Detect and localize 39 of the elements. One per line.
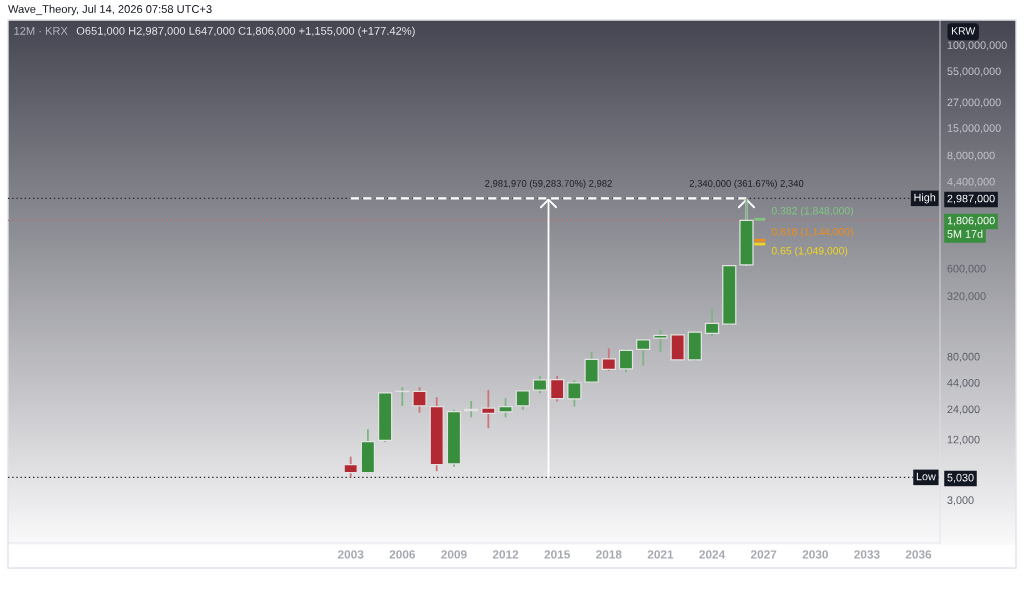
x-tick-label: 2030	[802, 550, 828, 559]
y-tick-label: 15,000,000	[947, 124, 1001, 134]
chart-title: 12M · KRX	[14, 26, 68, 35]
ref-line-label: High	[914, 193, 936, 204]
y-tick-label: 12,000	[947, 435, 980, 445]
x-tick-label: 2012	[492, 550, 519, 559]
y-tick-label: 24,000	[947, 405, 980, 415]
x-tick-label: 2003	[337, 550, 364, 559]
y-tick-label: 100,000,000	[947, 41, 1007, 51]
ref-line-label: 0.65 (1,049,000)	[771, 246, 848, 257]
x-tick-label: 2006	[389, 550, 416, 559]
y-tick-label: 55,000,000	[947, 67, 1001, 77]
ref-line-label: Low	[916, 472, 936, 481]
text: Wave_Theory, Jul 14, 2026 07:58 UTC+3	[8, 4, 212, 16]
y-axis-title: KRW	[951, 27, 976, 35]
ref-line-label: 0.618 (1,144,000)	[771, 227, 853, 238]
ref-line-label: 5M 17d	[947, 229, 983, 238]
annotation: 2,340,000 (361.67%) 2,340	[689, 179, 804, 189]
x-tick-label: 2033	[854, 550, 880, 559]
y-tick-label: 80,000	[947, 352, 980, 362]
x-tick-label: 2021	[647, 550, 674, 559]
y-tick-label: 1,806,000	[947, 216, 995, 226]
y-tick-label: 44,000	[947, 378, 980, 388]
annotation: 2,981,970 (59,283.70%) 2,982	[485, 179, 612, 189]
y-tick-label: 5,030	[947, 473, 974, 483]
y-tick-label: 27,000,000	[947, 98, 1001, 108]
ref-line-label: 0.382 (1,848,000)	[771, 206, 853, 217]
x-tick-label: 2018	[596, 550, 622, 559]
x-tick-label: 2009	[441, 550, 467, 559]
x-tick-label: 2015	[544, 550, 570, 559]
x-tick-label: 2024	[699, 550, 726, 559]
y-tick-label: 2,987,000	[947, 194, 995, 204]
y-tick-label: 4,400,000	[947, 177, 995, 187]
text: O651,000 H2,987,000 L647,000 C1,806,000 +1,155,000 (+177.42%)	[76, 26, 415, 37]
y-tick-label: 8,000,000	[947, 151, 995, 161]
y-tick-label: 320,000	[947, 292, 986, 302]
x-tick-label: 2027	[750, 550, 777, 559]
y-tick-label: 3,000	[947, 496, 974, 506]
x-tick-label: 2036	[905, 550, 932, 559]
